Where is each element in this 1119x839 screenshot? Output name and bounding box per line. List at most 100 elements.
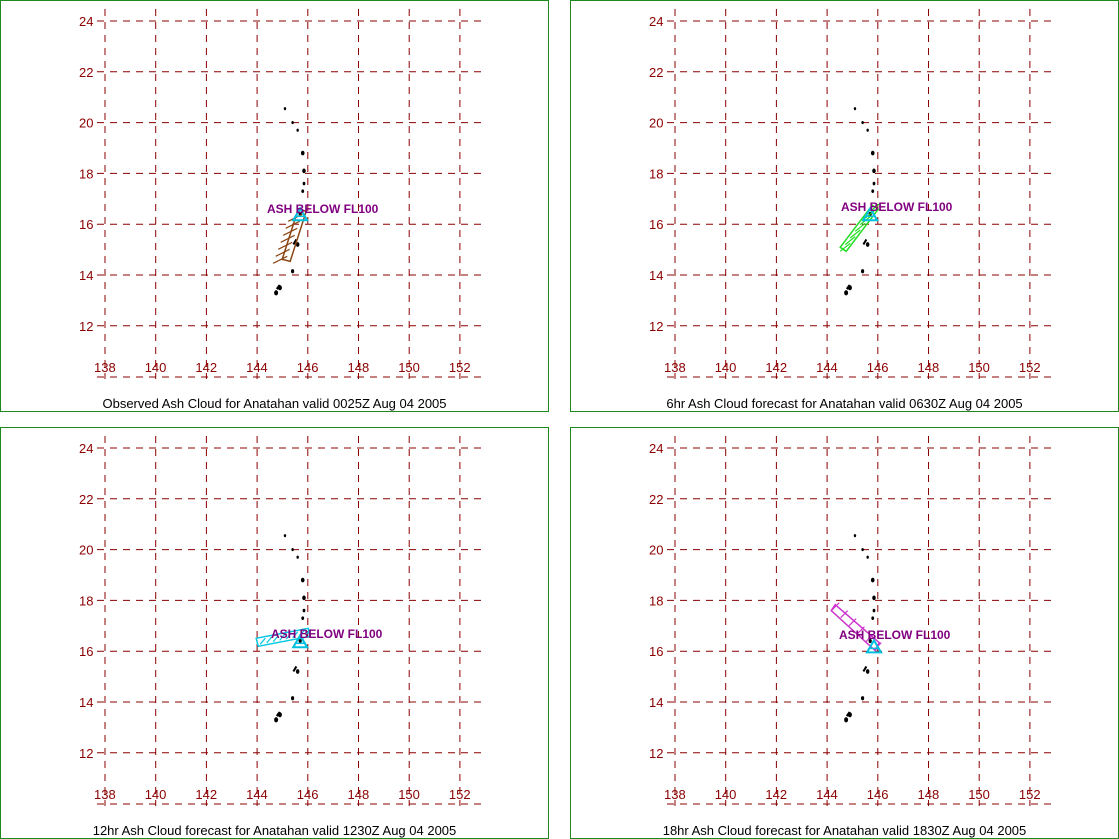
island-marker [302, 168, 306, 174]
lon-tick-label: 144 [246, 787, 268, 802]
lat-tick-label: 16 [649, 217, 663, 232]
lat-tick-label: 12 [649, 319, 663, 334]
ash-cloud-label: ASH BELOW FL100 [841, 200, 953, 214]
lat-lon-grid [667, 9, 1051, 379]
island-marker [866, 128, 869, 132]
lon-tick-label: 152 [449, 787, 471, 802]
island-chain [844, 534, 876, 723]
lon-tick-label: 146 [867, 787, 889, 802]
island-marker [275, 711, 281, 717]
lat-tick-label: 24 [79, 441, 93, 456]
map-canvas: 24 22 20 18 16 14 12 138 140 142 144 146 148 150 152 AS… [79, 9, 481, 379]
island-marker [301, 616, 305, 620]
volcano-vent-marker [291, 633, 309, 649]
island-chain [274, 534, 306, 723]
island-marker [870, 577, 875, 583]
island-marker [283, 107, 287, 111]
volcano-vent-marker [291, 206, 309, 222]
lat-tick-label: 24 [79, 14, 93, 29]
map-panel-observed: 24 22 20 18 16 14 12 138 140 142 144 146 148 150 152 AS… [0, 0, 549, 412]
lon-tick-label: 152 [449, 360, 471, 375]
lon-tick-label: 146 [297, 360, 319, 375]
ash-cloud-polygon [839, 202, 881, 253]
lon-tick-label: 140 [715, 360, 737, 375]
lon-tick-label: 142 [195, 787, 217, 802]
island-marker [861, 121, 864, 125]
island-chain [274, 107, 306, 296]
lon-tick-label: 140 [145, 787, 167, 802]
island-marker [275, 284, 281, 290]
island-marker [295, 242, 300, 247]
lat-tick-label: 16 [79, 217, 93, 232]
island-marker [860, 269, 865, 274]
island-marker [274, 290, 279, 296]
lon-tick-label: 138 [664, 360, 686, 375]
lon-tick-label: 144 [246, 360, 268, 375]
ash-cloud-polygon [255, 627, 312, 648]
lat-tick-label: 20 [79, 116, 93, 131]
lat-tick-label: 12 [79, 746, 93, 761]
lon-tick-label: 148 [348, 787, 370, 802]
island-marker [862, 665, 868, 672]
lat-tick-label: 12 [79, 319, 93, 334]
lon-tick-label: 150 [398, 787, 420, 802]
island-marker [868, 638, 872, 644]
lat-tick-label: 22 [649, 492, 663, 507]
island-marker [845, 284, 851, 290]
island-marker [300, 150, 305, 156]
island-marker [871, 616, 875, 620]
lat-lon-grid [667, 436, 1051, 806]
island-marker [866, 555, 869, 559]
lat-tick-label: 18 [79, 166, 93, 181]
lon-tick-label: 146 [867, 360, 889, 375]
lon-tick-label: 148 [918, 360, 940, 375]
map-canvas: 24 22 20 18 16 14 12 138 140 142 144 146 148 150 152 AS… [649, 9, 1051, 379]
lat-tick-label: 12 [649, 746, 663, 761]
island-marker [302, 595, 306, 601]
island-marker [862, 238, 868, 245]
lat-lon-grid [97, 9, 481, 379]
island-marker [296, 555, 299, 559]
lon-tick-label: 150 [968, 360, 990, 375]
island-marker [290, 269, 295, 274]
island-marker [291, 548, 294, 552]
lon-tick-label: 150 [968, 787, 990, 802]
island-marker [853, 107, 857, 111]
island-chain [844, 107, 876, 296]
lat-tick-label: 14 [649, 695, 663, 710]
island-marker [283, 534, 287, 538]
island-marker [290, 696, 295, 701]
lon-tick-label: 138 [664, 787, 686, 802]
lat-tick-label: 24 [649, 441, 663, 456]
lon-tick-label: 146 [297, 787, 319, 802]
lon-tick-label: 144 [816, 787, 838, 802]
ash-cloud-label: ASH BELOW FL100 [271, 627, 383, 641]
lon-tick-label: 140 [145, 360, 167, 375]
lon-tick-label: 152 [1019, 360, 1041, 375]
island-marker [865, 242, 870, 247]
lon-tick-label: 138 [94, 787, 116, 802]
lat-tick-label: 18 [79, 593, 93, 608]
ash-cloud-label: ASH BELOW FL100 [267, 202, 379, 216]
ash-cloud-polygon [272, 208, 308, 264]
map-canvas: 24 22 20 18 16 14 12 138 140 142 144 146 148 150 152 AS… [79, 436, 481, 806]
lon-tick-label: 148 [348, 360, 370, 375]
volcano-vent-marker [861, 206, 879, 222]
island-marker [301, 189, 305, 193]
island-marker [844, 717, 849, 723]
lat-tick-label: 16 [79, 644, 93, 659]
volcano-vent-marker [865, 638, 883, 654]
island-marker [845, 711, 851, 717]
island-marker [870, 150, 875, 156]
island-marker [865, 669, 870, 674]
map-panel-6hr-forecast: 24 22 20 18 16 14 12 138 140 142 144 146 148 150 152 AS… [570, 0, 1119, 412]
island-marker [853, 534, 857, 538]
lat-lon-grid [97, 436, 481, 806]
lat-tick-label: 18 [649, 593, 663, 608]
lat-tick-label: 22 [79, 492, 93, 507]
lat-tick-label: 18 [649, 166, 663, 181]
lon-tick-label: 148 [918, 787, 940, 802]
island-marker [292, 238, 298, 245]
island-marker [274, 717, 279, 723]
island-marker [298, 638, 302, 644]
